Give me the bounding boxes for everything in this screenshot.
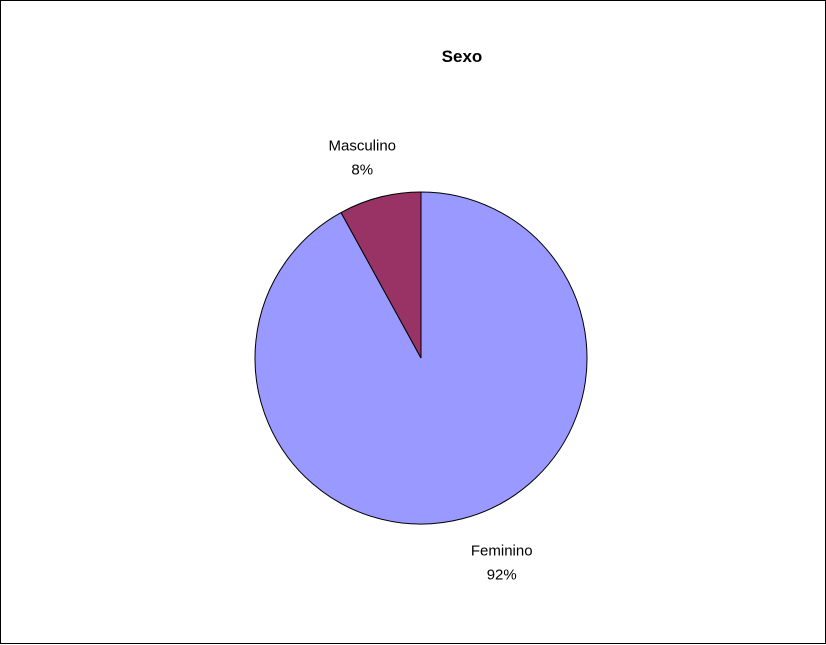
- pie-label-feminino-percent: 92%: [487, 567, 517, 584]
- pie-label-feminino-category: Feminino: [471, 543, 533, 560]
- pie-label-masculino-category: Masculino: [329, 137, 397, 154]
- pie-slice-masculino: [340, 191, 422, 359]
- pie-label-masculino-percent: 8%: [351, 161, 373, 178]
- pie-slices: [254, 191, 588, 525]
- pie-labels: Feminino 92% Masculino 8%: [329, 137, 533, 583]
- chart-title: Sexo: [441, 47, 483, 66]
